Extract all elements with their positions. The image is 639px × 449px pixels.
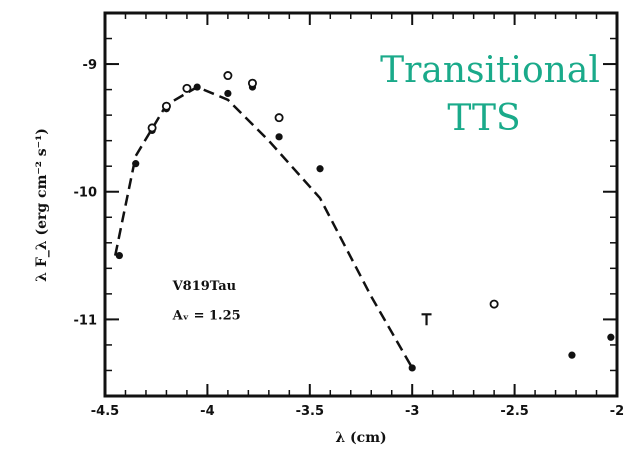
upper-limit-point <box>421 313 432 326</box>
data-point-filled <box>316 165 324 173</box>
data-point-filled <box>607 333 615 341</box>
data-point-open <box>274 113 284 123</box>
annotation-2: Aᵥ = 1.25 <box>172 308 241 323</box>
ticks-layer <box>104 12 618 397</box>
data-point-filled <box>408 364 416 372</box>
model-curve-layer <box>113 85 414 369</box>
data-point-open <box>489 299 499 309</box>
y-tick-label: -11 <box>74 313 98 328</box>
data-point-filled <box>193 83 201 91</box>
annotation-1: V819Tau <box>172 279 237 294</box>
x-tick-label: -3.5 <box>296 404 324 419</box>
data-points-layer <box>115 71 615 372</box>
model-curve <box>113 85 414 369</box>
data-point-open <box>161 101 171 111</box>
y-tick-label: -10 <box>74 186 98 201</box>
data-point-open <box>247 78 257 88</box>
data-point-filled <box>132 160 140 168</box>
overlay-label-line2: TTS <box>447 98 520 139</box>
x-tick-label: -3 <box>405 404 419 419</box>
data-point-filled <box>568 351 576 359</box>
y-axis-label: λ F_λ (erg cm⁻² s⁻¹) <box>34 128 50 282</box>
x-tick-label: -2 <box>610 404 624 419</box>
annotations-layer: V819Tau Aᵥ = 1.25 <box>172 279 241 323</box>
plot-frame <box>103 11 619 398</box>
data-point-filled <box>115 251 123 260</box>
data-point-filled <box>275 133 283 141</box>
x-tick-label: -2.5 <box>500 404 528 419</box>
data-point-filled <box>224 89 232 98</box>
x-axis-label: λ (cm) <box>335 430 386 446</box>
y-tick-label: -9 <box>83 58 97 73</box>
tick-labels-layer: -4.5 -4 -3.5 -3 -2.5 -2 -9 -10 -11 <box>74 58 625 419</box>
overlay-label-line1: Transitional <box>380 50 600 91</box>
data-point-open <box>223 71 233 81</box>
x-tick-label: -4 <box>200 404 214 419</box>
data-point-open <box>147 123 157 133</box>
data-point-open <box>182 83 192 93</box>
x-tick-label: -4.5 <box>91 404 119 419</box>
